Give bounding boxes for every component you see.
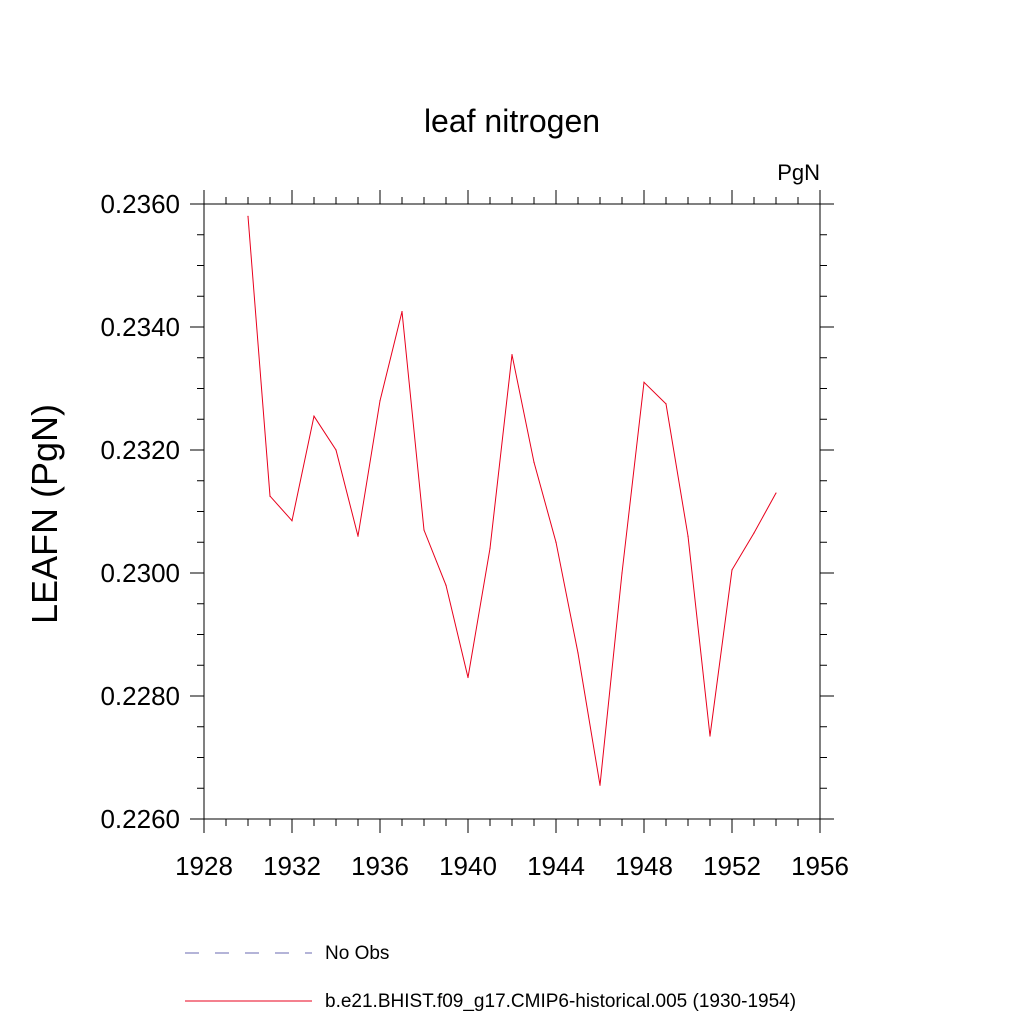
y-tick-label: 0.2320 bbox=[100, 435, 180, 465]
legend-label-no-obs: No Obs bbox=[325, 943, 389, 964]
data-point bbox=[577, 652, 579, 654]
data-point bbox=[423, 529, 425, 531]
data-point bbox=[665, 403, 667, 405]
series-line-0 bbox=[247, 216, 777, 786]
data-point bbox=[533, 461, 535, 463]
data-point bbox=[445, 584, 447, 586]
legend: No Obs b.e21.BHIST.f09_g17.CMIP6-histori… bbox=[185, 943, 796, 1012]
data-point bbox=[313, 415, 315, 417]
data-point bbox=[753, 532, 755, 534]
x-axis: 1928 1932 1936 1940 1944 1948 1952 1956 bbox=[175, 190, 849, 881]
data-point bbox=[709, 735, 711, 737]
y-tick-label: 0.2300 bbox=[100, 558, 180, 588]
data-point bbox=[687, 535, 689, 537]
x-tick-label: 1932 bbox=[263, 851, 321, 881]
data-point bbox=[731, 569, 733, 571]
y-axis: 0.2260 0.2280 0.2300 0.2320 0.2340 0.2360 bbox=[100, 189, 834, 834]
x-tick-label: 1956 bbox=[791, 851, 849, 881]
y-axis-label: LEAFN (PgN) bbox=[24, 404, 65, 624]
data-point bbox=[379, 400, 381, 402]
data-point bbox=[291, 520, 293, 522]
y-tick-label: 0.2260 bbox=[100, 804, 180, 834]
data-point bbox=[269, 495, 271, 497]
plot-frame bbox=[203, 203, 821, 820]
series-layer bbox=[247, 215, 777, 786]
data-point bbox=[247, 215, 249, 217]
y-tick-label: 0.2280 bbox=[100, 681, 180, 711]
data-point bbox=[599, 784, 601, 786]
data-point bbox=[621, 572, 623, 574]
data-point bbox=[335, 449, 337, 451]
data-point bbox=[555, 541, 557, 543]
units-label: PgN bbox=[777, 160, 820, 185]
data-point bbox=[489, 547, 491, 550]
data-point bbox=[775, 492, 777, 494]
chart-title: leaf nitrogen bbox=[424, 103, 600, 139]
x-tick-label: 1940 bbox=[439, 851, 497, 881]
minor-ticks bbox=[197, 197, 827, 826]
data-point bbox=[467, 676, 469, 679]
data-point bbox=[401, 311, 403, 313]
data-point bbox=[511, 354, 513, 356]
x-tick-label: 1944 bbox=[527, 851, 585, 881]
x-tick-label: 1948 bbox=[615, 851, 673, 881]
y-tick-label: 0.2360 bbox=[100, 189, 180, 219]
x-tick-label: 1928 bbox=[175, 851, 233, 881]
x-tick-label: 1936 bbox=[351, 851, 409, 881]
data-point bbox=[357, 535, 359, 537]
x-tick-label: 1952 bbox=[703, 851, 761, 881]
legend-label-historical: b.e21.BHIST.f09_g17.CMIP6-historical.005… bbox=[325, 991, 796, 1012]
data-point bbox=[643, 381, 645, 383]
y-tick-label: 0.2340 bbox=[100, 312, 180, 342]
